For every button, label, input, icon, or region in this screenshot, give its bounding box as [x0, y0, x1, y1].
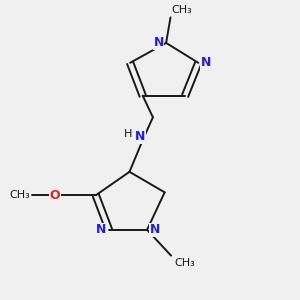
Text: CH₃: CH₃: [174, 258, 195, 268]
Text: O: O: [50, 189, 60, 202]
Text: CH₃: CH₃: [171, 5, 192, 15]
Text: N: N: [149, 223, 160, 236]
Text: N: N: [153, 36, 164, 50]
Text: N: N: [135, 130, 145, 143]
Text: H: H: [124, 129, 132, 139]
Text: CH₃: CH₃: [9, 190, 30, 200]
Text: N: N: [96, 223, 106, 236]
Text: N: N: [201, 56, 211, 69]
